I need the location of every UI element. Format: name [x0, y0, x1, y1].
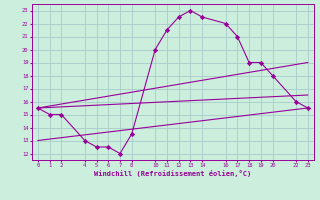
- X-axis label: Windchill (Refroidissement éolien,°C): Windchill (Refroidissement éolien,°C): [94, 170, 252, 177]
